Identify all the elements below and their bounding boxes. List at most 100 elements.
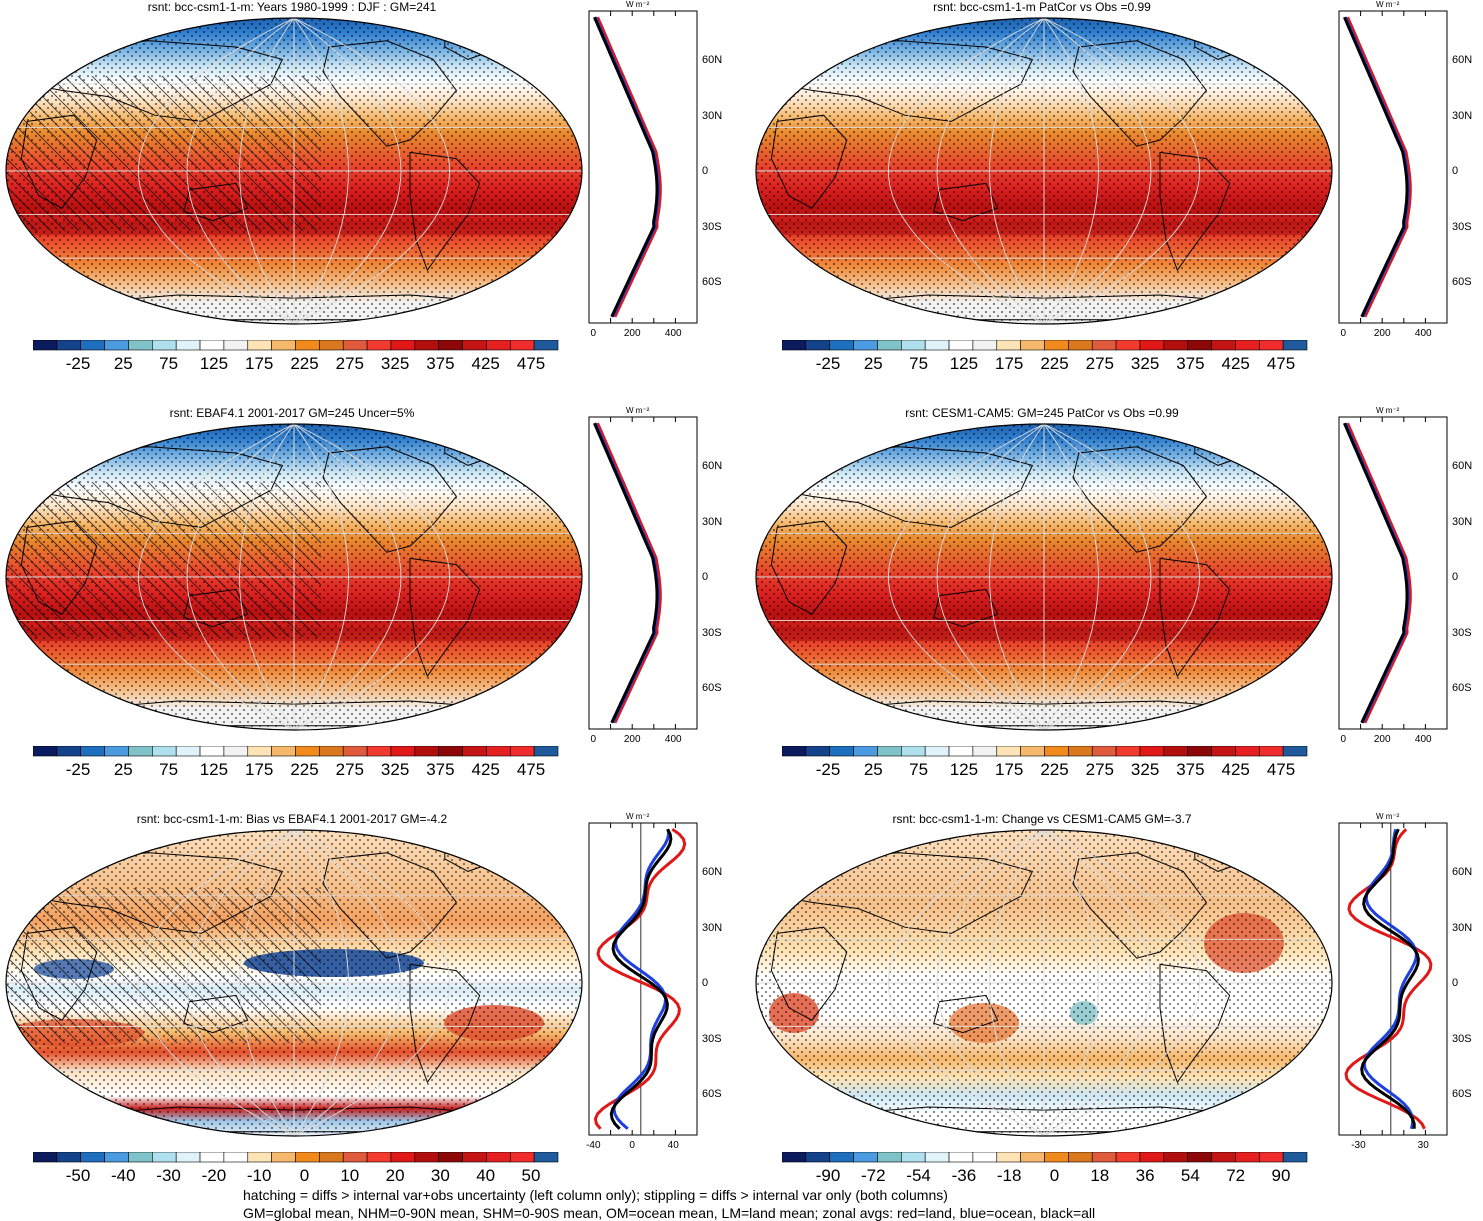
colorbar-swatch (782, 340, 807, 351)
zonal-mean-plot (588, 10, 698, 324)
zonal-all-line (593, 422, 659, 724)
coastline (409, 151, 481, 272)
zonal-x-tick-label: 40 (667, 1140, 679, 1151)
colorbar-swatch (247, 1152, 272, 1163)
colorbar-tick-label: 25 (863, 354, 883, 373)
zonal-x-tick-label: 200 (1373, 328, 1391, 339)
colorbar (33, 1152, 559, 1163)
coastline (14, 40, 284, 122)
footer-line-hatching: hatching = diffs > internal var+obs unce… (243, 1187, 948, 1203)
latitude-label: 30S (1452, 626, 1472, 639)
map-border (755, 423, 1333, 731)
colorbar-tick-label: -40 (111, 1166, 136, 1185)
colorbar-swatch (509, 340, 535, 351)
colorbar-tick-label: 0 (1049, 1166, 1060, 1185)
colorbar-tick-label: 125 (949, 354, 979, 373)
colorbar-tick-label: 375 (426, 760, 455, 779)
graticule-meridian (989, 18, 1045, 324)
graticule-meridian (888, 424, 1045, 730)
colorbar-tick-label: -72 (861, 1166, 886, 1185)
colorbar-swatch (1091, 746, 1117, 757)
colorbar-swatch (462, 340, 487, 351)
coastline (409, 963, 481, 1084)
colorbar-tick-label: 25 (863, 760, 883, 779)
colorbar-swatch (805, 746, 831, 757)
colorbar-swatch (295, 1152, 320, 1163)
coastline (764, 40, 1034, 122)
panel-title: rsnt: bcc-csm1-1-m: Bias vs EBAF4.1 2001… (136, 812, 448, 826)
colorbar-swatch (972, 340, 998, 351)
zonal-x-tick-label: -40 (586, 1140, 601, 1151)
colorbar-swatch (438, 340, 463, 351)
coastline (770, 114, 848, 209)
latitude-label: 0 (702, 571, 709, 583)
colorbar-swatch (1115, 746, 1141, 757)
colorbar-swatch (295, 340, 320, 351)
colorbar-swatch (414, 746, 439, 757)
colorbar-swatch (1282, 746, 1308, 757)
colorbar-swatch (295, 746, 320, 757)
colorbar-swatch (1258, 1152, 1284, 1163)
graticule-meridian (186, 424, 295, 730)
colorbar-swatch (877, 1152, 902, 1163)
zonal-all-line (593, 16, 659, 318)
colorbar-swatch (1139, 746, 1165, 757)
colorbar-swatch (901, 1152, 926, 1163)
latitude-label: 0 (702, 165, 709, 177)
coastline (409, 557, 481, 678)
colorbar-tick-label: -90 (815, 1166, 841, 1185)
colorbar-tick-label: 125 (199, 760, 229, 779)
colorbar-swatch (924, 340, 950, 351)
colorbar-tick-label: 275 (1085, 760, 1114, 779)
colorbar-tick-label: 0 (299, 1166, 310, 1185)
panel-title: rsnt: bcc-csm1-1-m PatCor vs Obs =0.99 (933, 0, 1151, 14)
colorbar-swatch (104, 340, 129, 351)
latitude-label: 60N (702, 866, 723, 878)
world-map (755, 423, 1333, 731)
colorbar-tick-label: 40 (476, 1166, 496, 1185)
colorbar-swatch (414, 1152, 439, 1163)
colorbar-swatch (342, 340, 368, 351)
colorbar-tick-label: 175 (995, 760, 1024, 779)
world-map (5, 829, 583, 1137)
zonal-x-tick-label: -30 (1351, 1140, 1366, 1151)
latitude-label: 30N (1452, 109, 1473, 122)
graticule-meridian (186, 18, 295, 324)
colorbar-swatch (366, 1152, 392, 1163)
colorbar-swatch (199, 1152, 225, 1163)
zonal-land-line (596, 422, 662, 724)
colorbar-tick-label: 325 (1130, 354, 1160, 373)
graticule-meridian (138, 18, 295, 324)
graticule-meridian (989, 424, 1045, 730)
colorbar-swatch (1020, 340, 1045, 351)
zonal-unit-label: W m⁻² (1376, 812, 1400, 821)
zonal-frame (588, 416, 698, 730)
colorbar-swatch (877, 340, 902, 351)
colorbar-tick-label: 475 (1266, 760, 1296, 779)
latitude-label: 60N (702, 54, 723, 66)
colorbar-tick-label: 125 (199, 354, 229, 373)
colorbar-tick-label: -25 (65, 354, 91, 373)
colorbar-tick-label: 425 (1221, 760, 1250, 779)
colorbar-swatch (128, 1152, 153, 1163)
map-panel-model-djf: rsnt: bcc-csm1-1-m: Years 1980-1999 : DJ… (0, 0, 740, 390)
colorbar-swatch (152, 1152, 177, 1163)
latitude-label: 30N (702, 921, 723, 934)
colorbar-swatch (948, 1152, 974, 1163)
colorbar-swatch (1115, 340, 1141, 351)
graticule-meridian (1043, 18, 1200, 324)
coastline (1159, 151, 1231, 272)
colorbar-swatch (175, 1152, 201, 1163)
colorbar-swatch (438, 1152, 463, 1163)
colorbar-swatch (1258, 746, 1284, 757)
zonal-ocean-line (1362, 828, 1418, 1130)
zonal-all-line (1360, 828, 1420, 1129)
colorbar-tick-label: 75 (159, 354, 179, 373)
colorbar-swatch (56, 340, 82, 351)
zonal-x-tick-label: 0 (590, 734, 597, 745)
colorbar-tick-label: 375 (1176, 354, 1205, 373)
coastline (322, 852, 458, 959)
colorbar-swatch (104, 746, 129, 757)
colorbar-swatch (152, 746, 177, 757)
hatching (6, 482, 321, 637)
